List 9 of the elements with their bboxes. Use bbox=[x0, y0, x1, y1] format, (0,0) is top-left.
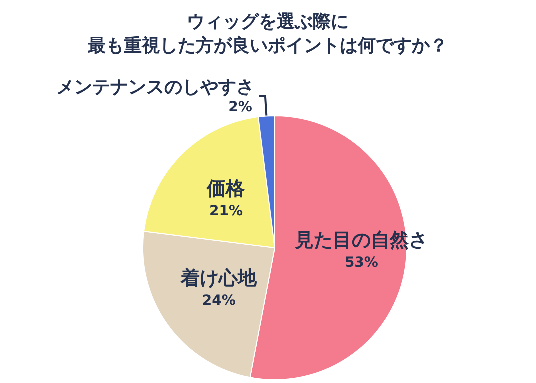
chart-title: ウィッグを選ぶ際に bbox=[187, 12, 349, 32]
slice-label: 着け心地 bbox=[180, 268, 258, 290]
data-label: 53% bbox=[344, 254, 378, 271]
data-label: 21% bbox=[209, 204, 243, 220]
chart-subtitle: 最も重視した方が良いポイントは何ですか？ bbox=[87, 36, 448, 56]
slice-label: メンテナンスのしやすさ bbox=[56, 76, 254, 98]
data-label: 2% bbox=[228, 99, 252, 116]
data-label: 24% bbox=[202, 293, 236, 310]
slice-label: 価格 bbox=[206, 178, 246, 200]
